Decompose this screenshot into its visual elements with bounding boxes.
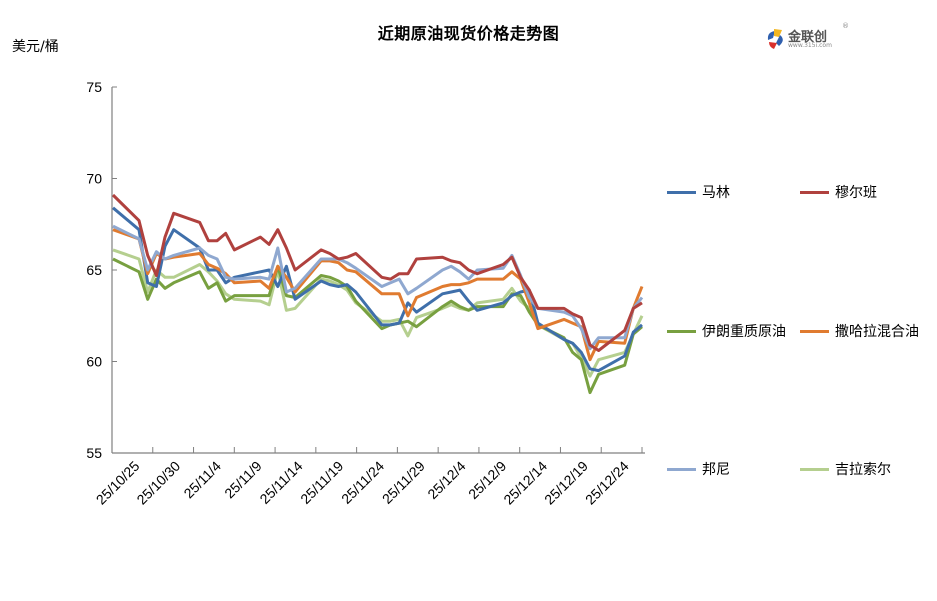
logo-subtext: www.315i.com — [788, 42, 832, 49]
legend-swatch-icon — [800, 190, 829, 194]
legend-swatch-icon — [667, 329, 696, 333]
logo-mark-icon — [767, 29, 783, 49]
x-tick-label: 25/12/19 — [541, 458, 591, 508]
logo-text: 金联创 — [788, 30, 828, 45]
legend-item[interactable]: 邦尼 — [667, 459, 730, 479]
legend-label: 吉拉索尔 — [835, 462, 891, 478]
legend-swatch-icon — [667, 190, 696, 194]
series-line-2 — [112, 257, 643, 395]
series-line-1 — [111, 193, 643, 352]
x-tick-label: 25/11/19 — [297, 458, 346, 507]
legend-item[interactable]: 吉拉索尔 — [800, 459, 891, 479]
y-axis-unit-label: 美元/桶 — [12, 39, 59, 55]
legend-item[interactable]: 马林 — [667, 182, 730, 202]
x-tick-label: 25/10/25 — [93, 458, 143, 508]
legend-item[interactable]: 撒哈拉混合油 — [800, 321, 919, 341]
legend-item[interactable]: 伊朗重质原油 — [667, 321, 786, 341]
chart-title: 近期原油现货价格走势图 — [377, 24, 560, 43]
y-axis-ticks: 55 60 65 70 75 — [86, 79, 117, 461]
x-tick-label: 25/11/24 — [338, 458, 387, 507]
x-tick-label: 25/12/14 — [500, 458, 550, 508]
data-series — [111, 193, 644, 395]
legend-label: 马林 — [702, 185, 730, 201]
x-tick-label: 25/12/4 — [424, 458, 468, 502]
legend-label: 伊朗重质原油 — [702, 324, 786, 340]
legend-swatch-icon — [800, 467, 829, 471]
y-tick-label: 60 — [86, 354, 102, 370]
x-tick-label: 25/11/4 — [180, 458, 224, 502]
legend-label: 穆尔班 — [835, 185, 877, 201]
x-axis-ticks: 25/10/2525/10/3025/11/425/11/925/11/1425… — [93, 447, 643, 508]
legend-swatch-icon — [800, 329, 829, 333]
x-tick-label: 25/11/29 — [379, 458, 428, 507]
y-tick-label: 70 — [86, 171, 102, 187]
registered-mark-icon: ® — [842, 22, 849, 30]
legend-swatch-icon — [667, 467, 696, 471]
y-tick-label: 55 — [86, 445, 102, 461]
y-tick-label: 65 — [86, 262, 102, 278]
legend-item[interactable]: 穆尔班 — [800, 182, 877, 202]
series-line-0 — [112, 206, 643, 373]
legend-label: 撒哈拉混合油 — [835, 324, 919, 340]
y-tick-label: 75 — [86, 79, 102, 95]
x-tick-label: 25/11/14 — [256, 458, 305, 507]
brand-logo: 金联创 ® www.315i.com — [766, 22, 856, 54]
x-tick-label: 25/10/30 — [133, 458, 183, 508]
x-tick-label: 25/12/24 — [582, 458, 632, 508]
legend-label: 邦尼 — [702, 462, 730, 478]
chart-axes — [111, 87, 645, 454]
series-line-4 — [112, 224, 644, 351]
series-line-3 — [112, 228, 644, 362]
